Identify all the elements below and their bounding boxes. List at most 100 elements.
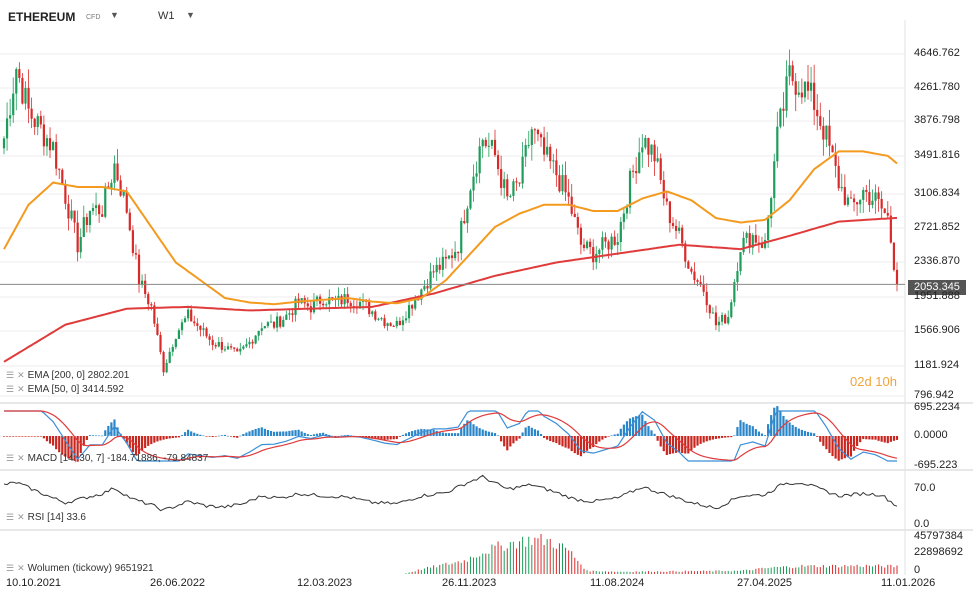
candle-body (506, 179, 509, 197)
close-icon[interactable]: ✕ (17, 370, 25, 380)
candle-body (438, 264, 441, 270)
ema200-legend[interactable]: ☰ ✕ EMA [200, 0] 2802.201 (6, 370, 129, 381)
candle-body (628, 170, 632, 208)
macd-histogram-bar (48, 436, 52, 444)
macd-histogram-bar (389, 436, 392, 440)
candle-body (447, 255, 451, 259)
macd-histogram-bar (598, 436, 601, 442)
menu-icon[interactable]: ☰ (6, 563, 15, 573)
macd-histogram-bar (644, 420, 647, 436)
candle-body (843, 187, 846, 205)
macd-legend[interactable]: ☰ ✕ MACD [14, 30, 7] -184.71886, -79.8483… (6, 453, 208, 464)
candle-body (331, 297, 334, 299)
symbol-label[interactable]: ETHEREUM (8, 10, 76, 24)
candle-body (2, 138, 6, 149)
macd-histogram-bar (460, 428, 463, 436)
macd-histogram-bar (653, 433, 656, 436)
macd-histogram-bar (334, 436, 337, 437)
macd-histogram-bar (377, 436, 380, 440)
close-icon[interactable]: ✕ (17, 453, 25, 463)
candle-body (389, 323, 392, 326)
macd-histogram-bar (828, 436, 831, 453)
macd-histogram-bar (490, 432, 494, 436)
macd-histogram-bar (150, 436, 153, 445)
candle-body (377, 318, 380, 320)
candle-body (527, 145, 530, 147)
macd-histogram-bar (407, 432, 411, 436)
candle-body (39, 116, 42, 125)
close-icon[interactable]: ✕ (17, 512, 25, 522)
candle-body (549, 146, 552, 162)
candle-body (567, 192, 570, 197)
macd-histogram-bar (748, 425, 751, 436)
macd-histogram-bar (107, 425, 110, 436)
candle-body (730, 302, 733, 318)
menu-icon[interactable]: ☰ (6, 453, 15, 463)
macd-histogram-bar (306, 434, 309, 436)
macd-histogram-bar (570, 436, 573, 452)
menu-icon[interactable]: ☰ (6, 384, 15, 394)
close-icon[interactable]: ✕ (17, 384, 25, 394)
macd-histogram-bar (767, 424, 770, 436)
candle-body (48, 138, 52, 151)
macd-histogram-bar (699, 436, 702, 444)
macd-histogram-bar (671, 436, 675, 454)
macd-histogram-bar (51, 436, 55, 446)
rsi-legend[interactable]: ☰ ✕ RSI [14] 33.6 (6, 512, 86, 523)
candle-body (9, 115, 12, 119)
candle-body (613, 236, 616, 245)
candle-body (720, 314, 724, 322)
macd-histogram-bar (233, 436, 236, 438)
macd-histogram-bar (469, 421, 472, 436)
macd-histogram-bar (177, 436, 181, 438)
candle-body (229, 346, 233, 348)
volume-legend[interactable]: ☰ ✕ Wolumen (tickowy) 9651921 (6, 563, 154, 574)
macd-histogram-bar (509, 436, 512, 447)
macd-histogram-bar (39, 436, 42, 437)
macd-histogram-bar (444, 433, 447, 436)
candle-body (134, 253, 138, 255)
candle-body (196, 323, 199, 326)
macd-histogram-bar (147, 436, 150, 446)
macd-histogram-bar (5, 436, 9, 437)
menu-icon[interactable]: ☰ (6, 512, 15, 522)
menu-icon[interactable]: ☰ (6, 370, 15, 380)
candle-body (67, 203, 70, 219)
candle-body (116, 163, 119, 181)
timeframe-label[interactable]: W1 (158, 10, 175, 22)
macd-histogram-bar (58, 436, 61, 453)
macd-histogram-bar (331, 435, 334, 437)
macd-histogram-bar (168, 436, 171, 439)
candle-body (33, 118, 36, 128)
ema50-legend[interactable]: ☰ ✕ EMA [50, 0] 3414.592 (6, 384, 124, 395)
macd-histogram-bar (650, 430, 653, 436)
macd-histogram-bar (285, 431, 288, 436)
price-tick-label: 3106.834 (914, 187, 960, 199)
candle-body (358, 301, 362, 309)
macd-histogram-bar (435, 430, 438, 436)
macd-tick-label: 695.2234 (914, 401, 960, 413)
candle-body (398, 320, 401, 326)
macd-histogram-bar (521, 432, 524, 436)
candle-body (91, 208, 95, 212)
timeframe-dropdown-icon[interactable]: ▼ (186, 10, 195, 20)
candle-body (791, 65, 794, 82)
candle-body (803, 81, 807, 98)
candle-body (401, 320, 405, 326)
close-icon[interactable]: ✕ (17, 563, 25, 573)
candle-body (779, 108, 782, 127)
macd-histogram-bar (441, 432, 444, 436)
candle-body (662, 179, 665, 199)
price-tick-label: 2336.870 (914, 255, 960, 267)
macd-histogram-bar (788, 422, 791, 436)
macd-histogram-bar (162, 436, 165, 440)
macd-histogram-bar (101, 435, 104, 437)
symbol-dropdown-icon[interactable]: ▼ (110, 10, 119, 20)
candle-body (98, 205, 101, 215)
macd-histogram-bar (45, 436, 49, 442)
macd-histogram-bar (27, 436, 30, 437)
macd-histogram-bar (180, 435, 184, 436)
candle-body (530, 129, 533, 146)
macd-histogram-bar (862, 436, 865, 440)
